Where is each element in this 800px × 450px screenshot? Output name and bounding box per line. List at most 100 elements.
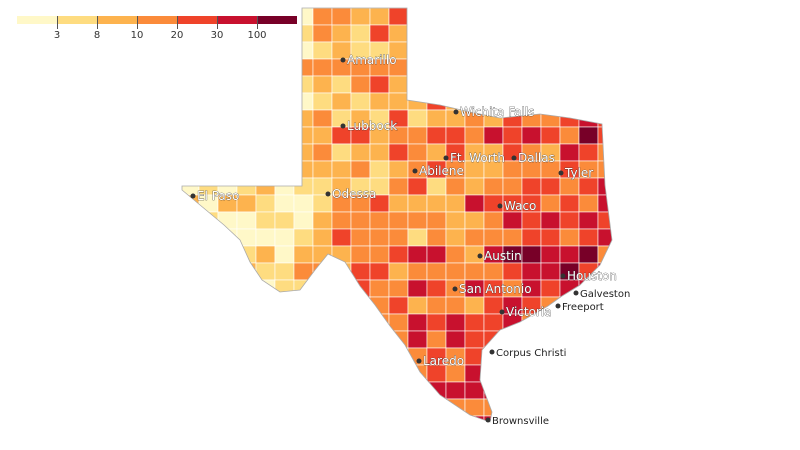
- county: [369, 313, 390, 332]
- city-label: Lubbock: [347, 119, 397, 133]
- county: [331, 160, 352, 179]
- city-label: Galveston: [580, 289, 630, 300]
- county: [559, 211, 580, 230]
- county: [540, 177, 561, 196]
- county: [274, 296, 295, 315]
- county: [198, 347, 219, 366]
- county: [388, 228, 409, 247]
- county: [407, 228, 428, 247]
- county: [198, 8, 219, 26]
- county: [597, 160, 612, 179]
- county: [236, 58, 257, 77]
- county: [559, 75, 580, 94]
- county: [426, 75, 447, 94]
- county: [540, 330, 561, 349]
- county: [236, 194, 257, 213]
- county: [198, 245, 219, 264]
- county: [464, 228, 485, 247]
- legend-tick: [137, 16, 138, 29]
- county: [388, 92, 409, 111]
- county: [426, 109, 447, 128]
- county: [255, 92, 276, 111]
- county: [426, 262, 447, 281]
- county: [597, 126, 612, 145]
- county: [483, 228, 504, 247]
- county: [331, 296, 352, 315]
- city-label: Brownsville: [492, 416, 549, 427]
- county: [540, 279, 561, 298]
- county: [217, 126, 238, 145]
- county: [426, 126, 447, 145]
- county: [521, 211, 542, 230]
- county: [502, 75, 523, 94]
- county: [578, 313, 599, 332]
- county: [274, 415, 295, 422]
- county: [445, 211, 466, 230]
- county: [236, 415, 257, 422]
- county: [559, 330, 580, 349]
- county: [407, 330, 428, 349]
- county: [464, 58, 485, 77]
- county: [255, 194, 276, 213]
- county: [559, 381, 580, 400]
- county: [407, 296, 428, 315]
- county: [198, 398, 219, 417]
- county: [331, 92, 352, 111]
- county: [217, 58, 238, 77]
- county: [388, 177, 409, 196]
- county: [369, 381, 390, 400]
- county: [198, 58, 219, 77]
- county: [502, 381, 523, 400]
- city-label: Ft. Worth: [450, 151, 505, 165]
- county: [182, 126, 200, 145]
- county: [445, 194, 466, 213]
- county: [407, 126, 428, 145]
- legend-tick: [97, 16, 98, 29]
- county: [597, 330, 612, 349]
- county: [445, 58, 466, 77]
- city-dot: [485, 417, 491, 423]
- county: [521, 24, 542, 43]
- county: [407, 41, 428, 60]
- county: [331, 75, 352, 94]
- county: [559, 126, 580, 145]
- county: [369, 24, 390, 43]
- county: [445, 41, 466, 60]
- county: [578, 330, 599, 349]
- county: [182, 160, 200, 179]
- city-dot: [499, 309, 505, 315]
- city-markers: Amarillo Lubbock Wichita Falls Ft. Worth Dal…: [190, 53, 632, 428]
- city-dot: [453, 109, 459, 115]
- county: [445, 126, 466, 145]
- county: [293, 398, 314, 417]
- county: [369, 415, 390, 422]
- county: [502, 8, 523, 26]
- county: [483, 364, 504, 383]
- county: [274, 381, 295, 400]
- county: [312, 143, 333, 162]
- county: [540, 126, 561, 145]
- county: [312, 228, 333, 247]
- county: [274, 364, 295, 383]
- county: [521, 126, 542, 145]
- city-dot: [573, 290, 579, 296]
- county: [578, 245, 599, 264]
- county: [182, 109, 200, 128]
- county-cells: [182, 8, 612, 422]
- legend-tick-label: 3: [53, 30, 61, 41]
- county: [274, 92, 295, 111]
- county: [217, 211, 238, 230]
- county: [388, 364, 409, 383]
- county: [502, 211, 523, 230]
- county: [578, 177, 599, 196]
- county: [388, 347, 409, 366]
- city-dot: [340, 123, 346, 129]
- legend-swatch: [137, 16, 177, 24]
- county: [540, 92, 561, 111]
- county: [236, 211, 257, 230]
- county: [597, 398, 612, 417]
- county: [236, 177, 257, 196]
- county: [255, 8, 276, 26]
- county: [274, 41, 295, 60]
- county: [578, 8, 599, 26]
